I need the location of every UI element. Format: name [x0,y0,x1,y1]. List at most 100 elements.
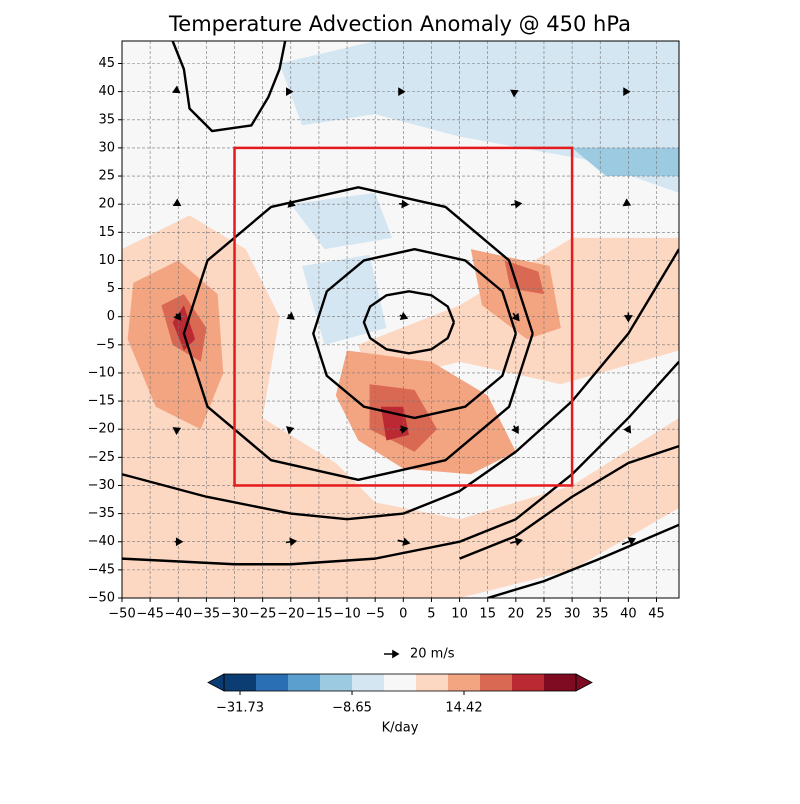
x-tick-label: −35 [193,607,220,622]
y-tick-label: −25 [88,450,115,465]
y-tick-label: −10 [88,365,115,380]
colorbar-segment [224,674,257,691]
x-tick-label: −5 [366,607,385,622]
x-tick-label: −15 [305,607,332,622]
colorbar-segment [288,674,321,691]
y-tick-label: 15 [98,225,115,240]
wind-vector [399,311,409,321]
wind-vector [399,199,410,209]
shaded-region [290,192,393,250]
plot-frame [121,40,680,599]
wind-vector [286,311,295,320]
shaded-region [279,41,679,193]
wind-vector [398,87,406,97]
x-tick-label: 5 [427,607,435,622]
colorbar-segment [256,674,289,691]
y-tick-label: 0 [107,309,115,324]
contour-line [312,247,517,420]
colorbar-segment [416,674,449,691]
y-tick-label: −5 [96,337,115,352]
wind-vector [623,87,631,97]
y-tick-label: −30 [88,478,115,493]
x-tick-label: −25 [249,607,276,622]
x-tick-label: −20 [277,607,304,622]
contour-line [362,290,456,355]
colorbar-extend-max [575,673,593,692]
x-tick-label: 35 [592,607,609,622]
y-tick-label: 45 [98,56,115,71]
colorbar-segment [544,674,577,691]
wind-vector [622,198,632,207]
wind-vector [623,312,633,323]
x-tick-label: 0 [399,607,407,622]
wind-vector [510,89,519,98]
contour-line [459,444,679,560]
colorbar-segment [320,674,353,691]
x-tick-label: −45 [136,607,163,622]
x-tick-label: −50 [108,607,135,622]
y-tick-label: −20 [88,422,115,437]
wind-vector [621,537,637,546]
wind-vector [397,537,411,547]
x-tick-label: 40 [620,607,637,622]
y-tick-label: 35 [98,112,115,127]
plot-area [122,41,679,598]
x-tick-label: −10 [333,607,360,622]
quiver-key-label: 20 m/s [410,647,455,662]
contour-line [171,41,287,133]
contour-line [182,186,534,482]
wind-vector [623,425,632,434]
colorbar-segment [480,674,513,691]
x-tick-label: −30 [221,607,248,622]
colorbar-segment [384,674,417,691]
colorbar-extend-min [207,673,225,692]
x-tick-label: 30 [564,607,581,622]
wind-vector [399,425,409,434]
y-tick-label: −50 [88,591,115,606]
y-tick-label: 40 [98,84,115,99]
contour-line [487,523,679,598]
colorbar-segment [352,674,385,691]
y-tick-label: 20 [98,197,115,212]
wind-vector [172,85,181,94]
contour-line [122,360,679,566]
shaded-region [302,254,387,345]
y-tick-label: 30 [98,140,115,155]
wind-vector [174,537,184,547]
wind-vector [511,425,519,435]
shaded-region [504,260,544,295]
wind-vector [173,312,182,321]
x-tick-label: 25 [536,607,553,622]
wind-vector [285,426,295,435]
colorbar-segment [512,674,545,691]
wind-vector [285,537,298,547]
wind-vector [172,198,182,207]
y-tick-label: 10 [98,253,115,268]
x-tick-label: −40 [165,607,192,622]
y-tick-label: −15 [88,394,115,409]
wind-vector [510,199,523,209]
colorbar-frame [223,673,577,692]
axes: −50 −45 −40 −35 −30 −25 −20 −15 −10 −5 0 5 10 15 20 25 3… [88,56,665,735]
x-tick-label: 45 [648,607,665,622]
colorbar-segment [448,674,481,691]
wind-vector [510,537,523,547]
region-box [233,146,574,487]
quiver-key-arrow [384,649,400,659]
y-tick-label: 25 [98,169,115,184]
chart-title: Temperature Advection Anomaly @ 450 hPa [168,12,631,36]
colorbar-tick-label: −31.73 [216,701,264,716]
colorbar-label: K/day [382,721,419,736]
y-tick-label: −45 [88,562,115,577]
x-tick-label: 20 [508,607,525,622]
x-tick-label: 10 [451,607,468,622]
contour-line [122,248,679,521]
x-tick-label: 15 [479,607,496,622]
shaded-region [122,215,679,598]
wind-vector [511,312,520,322]
y-tick-label: 5 [107,281,115,296]
y-tick-label: −35 [88,506,115,521]
wind-vector [286,87,294,97]
